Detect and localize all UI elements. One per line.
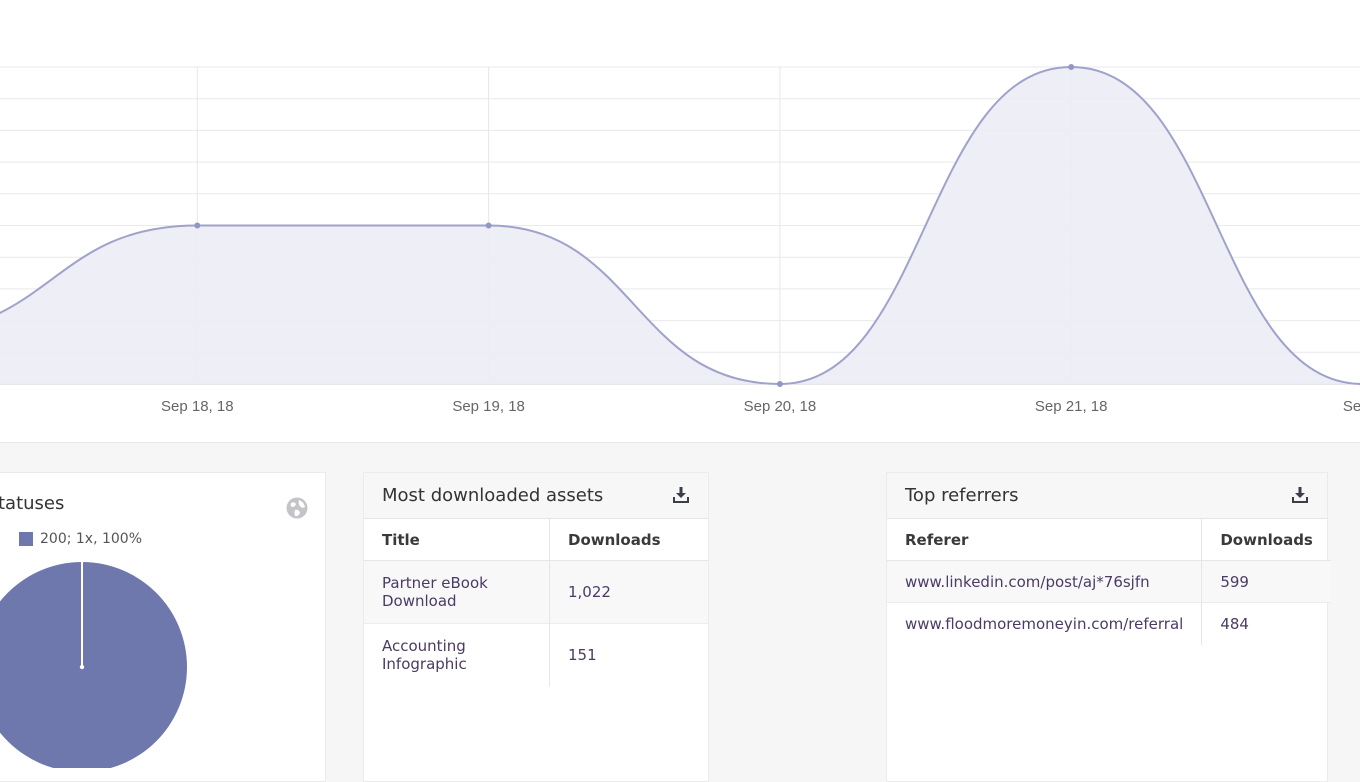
x-axis-ticks: Sep 18, 18 Sep 19, 18 Sep 20, 18 Sep 21, 18… — [161, 398, 1360, 415]
pie-center-dot — [80, 665, 84, 669]
asset-downloads: 151 — [550, 624, 709, 687]
column-header-downloads[interactable]: Downloads — [1202, 519, 1331, 561]
x-tick-label: Sep 2 — [1343, 398, 1360, 415]
legend-swatch — [19, 532, 33, 546]
column-header-downloads[interactable]: Downloads — [550, 519, 709, 561]
referer-url[interactable]: www.linkedin.com/post/aj*76sjfn — [887, 561, 1202, 603]
data-point[interactable] — [1068, 64, 1074, 70]
table-row[interactable]: www.linkedin.com/post/aj*76sjfn 599 — [887, 561, 1331, 603]
assets-panel-title: Most downloaded assets — [382, 485, 603, 506]
referrers-panel-header: Top referrers — [887, 473, 1327, 519]
assets-table: Title Downloads Partner eBook Download 1… — [364, 519, 708, 687]
download-icon[interactable] — [672, 486, 690, 504]
table-row[interactable]: www.floodmoremoneyin.com/referral 484 — [887, 603, 1331, 645]
area-chart-svg: Sep 18, 18 Sep 19, 18 Sep 20, 18 Sep 21, 18… — [0, 0, 1360, 442]
x-tick-label: Sep 19, 18 — [452, 398, 525, 415]
referer-downloads: 484 — [1202, 603, 1331, 645]
table-row[interactable]: Accounting Infographic 151 — [364, 624, 708, 687]
assets-panel: Most downloaded assets Title Downloads P… — [363, 472, 709, 782]
referrers-table: Referer Downloads www.linkedin.com/post/… — [887, 519, 1331, 645]
pie-slice-200 — [0, 562, 187, 768]
globe-icon[interactable] — [286, 497, 308, 519]
asset-downloads: 1,022 — [550, 561, 709, 624]
referer-downloads: 599 — [1202, 561, 1331, 603]
data-point[interactable] — [777, 381, 783, 387]
x-tick-label: Sep 20, 18 — [744, 398, 817, 415]
status-pie-chart — [0, 560, 200, 768]
legend-label: 200; 1x, 100% — [40, 531, 142, 547]
asset-title[interactable]: Partner eBook Download — [364, 561, 550, 624]
download-icon[interactable] — [1291, 486, 1309, 504]
downloads-chart: Sep 18, 18 Sep 19, 18 Sep 20, 18 Sep 21, 18… — [0, 0, 1360, 443]
statuses-title: tatuses — [0, 493, 64, 514]
referer-url[interactable]: www.floodmoremoneyin.com/referral — [887, 603, 1202, 645]
status-legend: 200; 1x, 100% — [19, 531, 142, 547]
x-tick-label: Sep 21, 18 — [1035, 398, 1108, 415]
column-header-title[interactable]: Title — [364, 519, 550, 561]
referrers-panel-title: Top referrers — [905, 485, 1019, 506]
table-row[interactable]: Partner eBook Download 1,022 — [364, 561, 708, 624]
referrers-panel: Top referrers Referer Downloads www.link… — [886, 472, 1328, 782]
asset-title[interactable]: Accounting Infographic — [364, 624, 550, 687]
data-point[interactable] — [194, 223, 200, 229]
data-point[interactable] — [486, 223, 492, 229]
column-header-referer[interactable]: Referer — [887, 519, 1202, 561]
assets-panel-header: Most downloaded assets — [364, 473, 708, 519]
x-tick-label: Sep 18, 18 — [161, 398, 234, 415]
